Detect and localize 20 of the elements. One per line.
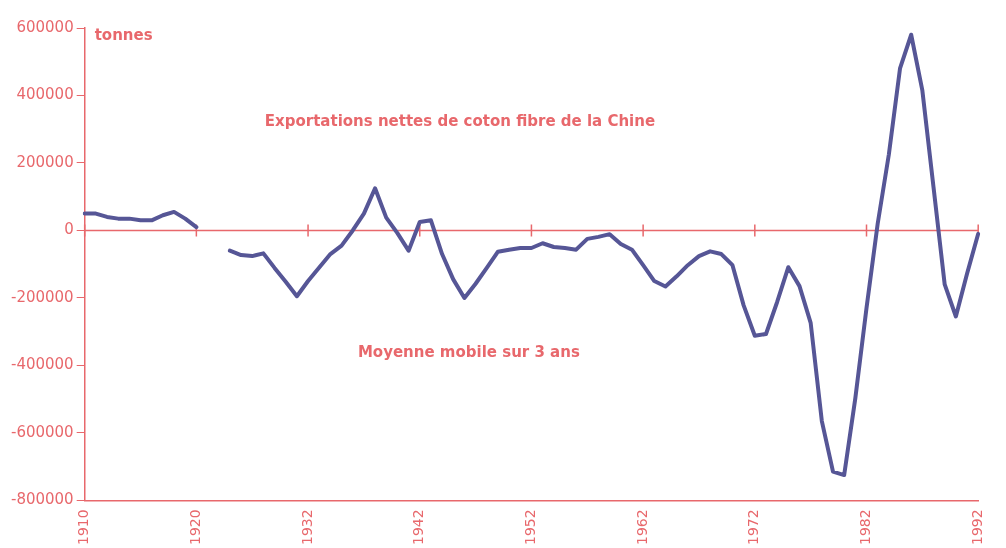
y-tick-label: 600000 (16, 17, 74, 36)
annotation: Moyenne mobile sur 3 ans (357, 343, 580, 362)
x-tick-label: 1982 (857, 509, 874, 546)
y-tick-label: -800000 (10, 490, 74, 509)
y-tick-label: -600000 (10, 422, 74, 441)
y-tick-label: 400000 (16, 85, 74, 104)
y-tick-label: 200000 (16, 152, 74, 171)
x-tick-label: 1972 (745, 509, 762, 546)
y-tick-label: -400000 (10, 355, 74, 374)
x-tick-label: 1942 (410, 509, 427, 546)
y-tick-label: -200000 (10, 287, 74, 306)
x-tick-label: 1952 (522, 509, 539, 546)
y-axis-title: tonnes (94, 25, 153, 44)
x-tick-label: 1992 (968, 509, 985, 546)
x-tick-label: 1920 (187, 509, 203, 546)
y-tick-label: 0 (64, 220, 74, 239)
x-tick-label: 1962 (633, 509, 650, 546)
x-tick-label: 1932 (298, 509, 315, 546)
x-tick-label: 1910 (75, 509, 92, 546)
text: Exportations nettes de coton fibre de la Chine (264, 112, 656, 131)
